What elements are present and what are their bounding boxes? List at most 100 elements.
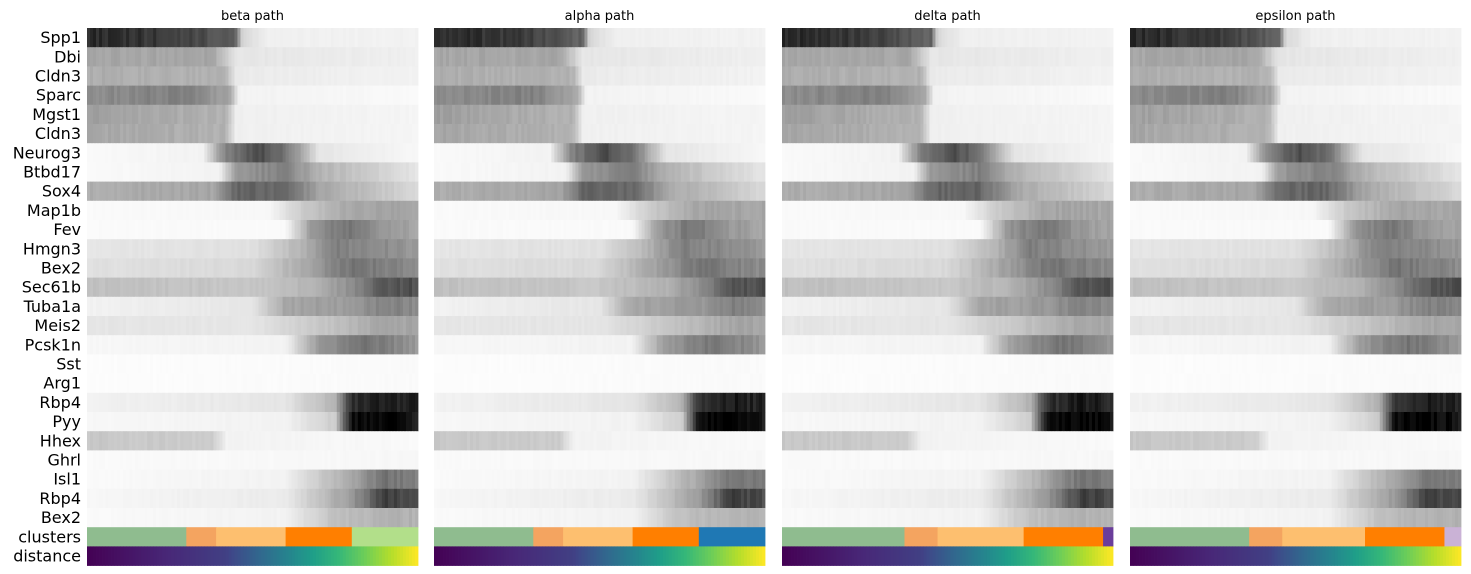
heatmap-cell (96, 450, 100, 470)
heatmap-cell (479, 220, 483, 240)
heatmap-cell (587, 162, 591, 182)
heatmap-cell (93, 200, 97, 221)
heatmap-cell (90, 162, 94, 182)
heatmap-cell (758, 143, 763, 163)
heatmap-cell (324, 220, 329, 240)
heatmap-cell (258, 450, 262, 470)
distance-cell (351, 546, 356, 566)
heatmap-cell (695, 66, 700, 86)
heatmap-cell (174, 47, 178, 67)
heatmap-cell (632, 66, 637, 86)
heatmap-cell (393, 469, 398, 490)
heatmap-cell (297, 258, 302, 278)
heatmap-cell (737, 258, 742, 278)
heatmap-cell (258, 104, 262, 125)
heatmap-cell (638, 277, 643, 298)
heatmap-cell (372, 124, 377, 144)
heatmap-cell (114, 124, 118, 144)
heatmap-cell (174, 277, 178, 298)
heatmap-cell (288, 258, 293, 278)
heatmap-cell (494, 200, 498, 221)
heatmap-cell (402, 277, 407, 298)
heatmap-cell (461, 47, 465, 67)
heatmap-cell (105, 392, 109, 413)
heatmap-cell (671, 85, 676, 106)
heatmap-cell (638, 354, 643, 374)
heatmap-cell (722, 200, 727, 221)
heatmap-cell (231, 258, 235, 278)
heatmap-cell (243, 66, 247, 86)
heatmap-cell (132, 373, 136, 394)
heatmap-cell (536, 162, 540, 182)
heatmap-cell (539, 181, 543, 202)
heatmap-cell (360, 277, 365, 298)
heatmap-cell (414, 373, 419, 394)
heatmap-cell (303, 354, 308, 374)
heatmap-cell (659, 85, 664, 106)
heatmap-cell (123, 239, 127, 259)
heatmap-cell (99, 181, 103, 202)
heatmap-cell (569, 66, 573, 86)
distance-cell (108, 546, 112, 566)
heatmap-cell (551, 162, 555, 182)
heatmap-cell (755, 28, 760, 48)
heatmap-cell (644, 316, 649, 336)
heatmap-cell (177, 469, 181, 490)
heatmap-cell (354, 354, 359, 374)
heatmap-cell (195, 469, 199, 490)
heatmap-cell (183, 316, 187, 336)
heatmap-cell (150, 469, 154, 490)
heatmap-cell (363, 354, 368, 374)
heatmap-cell (590, 124, 594, 144)
heatmap-cell (195, 181, 199, 202)
heatmap-cell (147, 412, 151, 432)
heatmap-cell (563, 66, 567, 86)
heatmap-cell (372, 450, 377, 470)
heatmap-cell (288, 200, 293, 221)
heatmap-cell (677, 316, 682, 336)
heatmap-cell (408, 28, 413, 48)
heatmap-cell (267, 392, 271, 413)
heatmap-cell (674, 104, 679, 125)
heatmap-cell (285, 28, 290, 48)
heatmap-cell (411, 316, 416, 336)
heatmap-cell (249, 373, 253, 394)
distance-cell (189, 546, 193, 566)
heatmap-cell (111, 258, 115, 278)
heatmap-cell (680, 296, 685, 317)
heatmap-cell (656, 28, 661, 48)
heatmap-cell (599, 104, 603, 125)
heatmap-cell (99, 277, 103, 298)
heatmap-cell (605, 335, 609, 355)
heatmap-cell (312, 469, 317, 490)
heatmap-cell (449, 316, 453, 336)
heatmap-cell (611, 181, 615, 202)
heatmap-cell (267, 85, 271, 106)
heatmap-cell (138, 277, 142, 298)
heatmap-cell (204, 47, 208, 67)
heatmap-cell (402, 181, 407, 202)
heatmap-cell (740, 316, 745, 336)
heatmap-cell (542, 316, 546, 336)
heatmap-cell (312, 47, 317, 67)
heatmap-cell (411, 104, 416, 125)
heatmap-cell (198, 162, 202, 182)
heatmap-cell (399, 373, 404, 394)
heatmap-cell (446, 28, 450, 48)
heatmap-cell (255, 392, 259, 413)
heatmap-cell (482, 28, 486, 48)
distance-cell (231, 546, 235, 566)
heatmap-cell (351, 469, 356, 490)
heatmap-cell (105, 85, 109, 106)
heatmap-cell (270, 124, 274, 144)
heatmap-cell (411, 162, 416, 182)
heatmap-cell (267, 488, 271, 509)
heatmap-cell (503, 200, 507, 221)
heatmap-cell (414, 85, 419, 106)
heatmap-cell (375, 450, 380, 470)
heatmap-cell (608, 239, 612, 259)
heatmap-cell (189, 316, 193, 336)
gene-label: Bex2 (41, 508, 81, 527)
heatmap-cell (105, 143, 109, 163)
heatmap-cell (491, 66, 495, 86)
